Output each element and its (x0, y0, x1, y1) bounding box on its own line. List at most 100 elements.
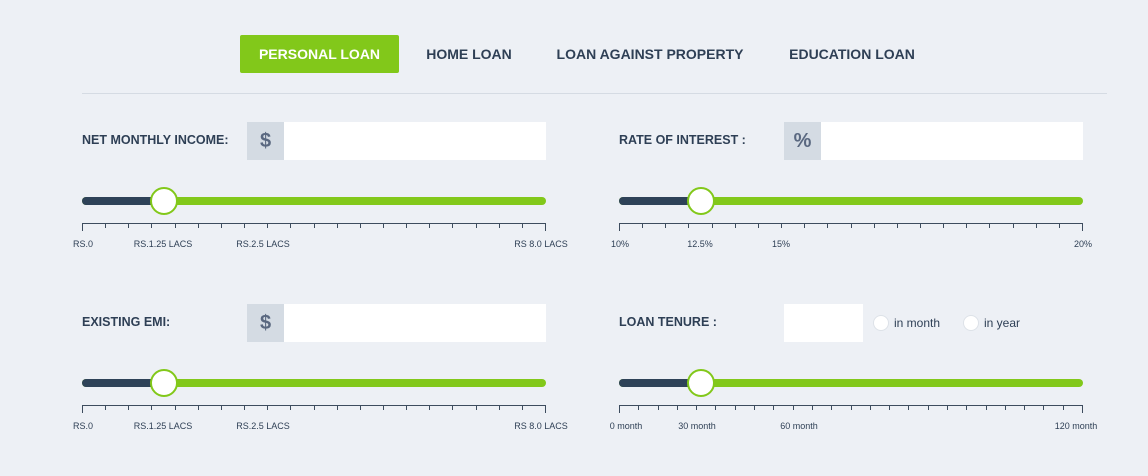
tab-loan-against-property[interactable]: LOAN AGAINST PROPERTY (556, 46, 744, 62)
tick-label: RS.0 (72, 421, 94, 431)
slider-fill (619, 197, 702, 205)
loan-tenure-slider[interactable] (619, 368, 1083, 398)
rate-ticks (619, 223, 1083, 233)
tick-mark (870, 405, 871, 410)
tick-mark (105, 405, 106, 410)
rate-of-interest-input[interactable] (821, 122, 1083, 160)
tick-mark (1024, 405, 1025, 410)
tick-mark (851, 405, 852, 410)
slider-fill (82, 379, 165, 387)
tick-label: 120 month (1054, 421, 1098, 431)
tick-mark (1005, 405, 1006, 410)
loan-type-tabs: PERSONAL LOAN HOME LOAN LOAN AGAINST PRO… (0, 35, 1148, 73)
tick-mark (920, 223, 921, 228)
tick-mark (105, 223, 106, 228)
tick-mark (715, 405, 716, 410)
tick-label: RS.1.25 LACS (133, 239, 193, 249)
tick-mark (1036, 223, 1037, 228)
radio-in-month-label: in month (894, 316, 941, 330)
tick-mark (874, 223, 875, 228)
slider-fill (619, 379, 702, 387)
tick-label: RS.1.25 LACS (133, 421, 193, 431)
slider-track (82, 379, 546, 387)
tab-home-loan[interactable]: HOME LOAN (426, 46, 512, 62)
net-income-ticks (82, 223, 546, 233)
tick-mark (267, 223, 268, 228)
tick-mark (244, 223, 245, 228)
rate-of-interest-slider[interactable] (619, 186, 1083, 216)
slider-thumb[interactable] (687, 369, 716, 397)
tick-mark (82, 405, 83, 413)
tick-mark (360, 405, 361, 410)
tab-education-loan[interactable]: EDUCATION LOAN (789, 46, 915, 62)
net-income-slider[interactable] (82, 186, 546, 216)
tick-label: RS.0 (72, 239, 94, 249)
radio-circle[interactable] (963, 315, 979, 331)
tick-mark (1059, 223, 1060, 228)
tick-mark (665, 223, 666, 228)
tick-mark (499, 405, 500, 410)
tick-mark (476, 405, 477, 410)
slider-fill (82, 197, 165, 205)
tick-mark (175, 405, 176, 410)
tick-mark (986, 405, 987, 410)
tick-mark (793, 405, 794, 410)
tick-mark (1013, 223, 1014, 228)
tick-mark (966, 223, 967, 228)
tick-mark (522, 223, 523, 228)
tick-mark (314, 405, 315, 410)
tick-mark (476, 223, 477, 228)
tick-mark (638, 405, 639, 410)
radio-in-month[interactable]: in month (873, 315, 940, 331)
tick-mark (735, 405, 736, 410)
tab-personal-loan[interactable]: PERSONAL LOAN (240, 35, 399, 73)
tick-mark (383, 223, 384, 228)
slider-track (619, 197, 1083, 205)
tick-mark (1082, 223, 1083, 231)
tick-mark (82, 223, 83, 231)
tick-mark (290, 223, 291, 228)
tick-mark (781, 223, 782, 228)
loan-tenure-input[interactable] (784, 304, 863, 342)
tick-mark (151, 223, 152, 228)
tick-mark (754, 405, 755, 410)
tick-mark (908, 405, 909, 410)
tick-mark (712, 223, 713, 228)
tick-mark (452, 405, 453, 410)
slider-thumb[interactable] (150, 369, 179, 397)
tick-mark (522, 405, 523, 410)
tick-mark (406, 405, 407, 410)
tick-mark (429, 223, 430, 228)
tick-mark (337, 223, 338, 228)
tick-mark (244, 405, 245, 410)
tick-mark (1063, 405, 1064, 410)
tick-mark (1082, 405, 1083, 413)
tick-mark (928, 405, 929, 410)
tick-mark (677, 405, 678, 410)
tick-label: RS.2.5 LACS (236, 421, 290, 431)
radio-in-year[interactable]: in year (963, 315, 1020, 331)
tick-mark (499, 223, 500, 228)
tick-label: 12.5% (687, 239, 713, 249)
tick-mark (545, 223, 546, 231)
existing-emi-input[interactable] (284, 304, 546, 342)
existing-emi-slider[interactable] (82, 368, 546, 398)
slider-thumb[interactable] (687, 187, 716, 215)
radio-circle[interactable] (873, 315, 889, 331)
tick-mark (688, 223, 689, 228)
slider-thumb[interactable] (150, 187, 179, 215)
tabs-divider (82, 93, 1107, 94)
tick-label: 30 month (678, 421, 716, 431)
tick-mark (851, 223, 852, 228)
existing-emi-label: EXISTING EMI: (82, 315, 171, 329)
tick-mark (989, 223, 990, 228)
net-income-label: NET MONTHLY INCOME: (82, 133, 229, 147)
dollar-icon: $ (247, 304, 284, 342)
percent-icon: % (784, 122, 821, 160)
tick-mark (619, 405, 620, 413)
net-income-input[interactable] (284, 122, 546, 160)
tick-mark (943, 223, 944, 228)
tick-mark (198, 405, 199, 410)
slider-track (82, 197, 546, 205)
radio-in-year-label: in year (984, 316, 1021, 330)
